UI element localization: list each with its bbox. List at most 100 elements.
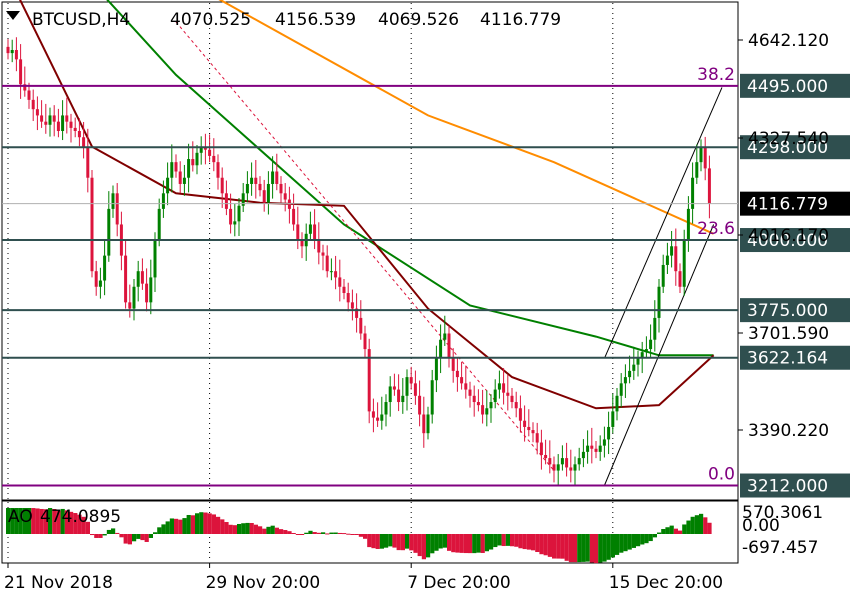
ao-bar bbox=[77, 514, 82, 534]
ao-bar bbox=[224, 522, 229, 534]
ao-bar bbox=[472, 534, 477, 554]
ao-bar bbox=[165, 521, 170, 534]
candle-body bbox=[325, 255, 329, 272]
candle-body bbox=[476, 402, 480, 406]
ohlc-low: 4069.526 bbox=[378, 10, 459, 30]
ao-bar bbox=[52, 509, 57, 534]
ao-bar bbox=[564, 534, 569, 561]
ao-bar bbox=[606, 534, 611, 560]
ao-bar bbox=[694, 515, 699, 534]
ao-bar bbox=[589, 534, 594, 563]
candle-body bbox=[65, 115, 69, 122]
candle-body bbox=[418, 395, 422, 415]
ao-bar bbox=[316, 532, 321, 534]
ao-bar bbox=[468, 534, 473, 554]
candle-body bbox=[581, 451, 585, 459]
ao-bar bbox=[283, 530, 288, 534]
time-axis-label: 15 Dec 20:00 bbox=[609, 573, 723, 593]
ao-bar bbox=[169, 518, 174, 534]
ao-bar bbox=[619, 534, 624, 553]
ao-bar bbox=[367, 534, 372, 548]
candle-body bbox=[611, 411, 615, 427]
candle-body bbox=[254, 177, 258, 184]
candle-body bbox=[686, 208, 690, 241]
level-price-box bbox=[740, 345, 850, 370]
candle-body bbox=[212, 155, 216, 163]
ao-bar bbox=[329, 532, 334, 534]
ao-bar bbox=[27, 508, 32, 534]
ao-bar bbox=[522, 534, 527, 550]
ao-name: AO bbox=[8, 507, 33, 527]
time-axis-label: 7 Dec 20:00 bbox=[407, 573, 511, 593]
level-price-box bbox=[740, 73, 850, 98]
candle-body bbox=[170, 162, 174, 178]
ao-bar bbox=[497, 534, 502, 546]
candle-body bbox=[82, 137, 86, 147]
candle-body bbox=[380, 414, 384, 421]
ao-bar bbox=[707, 522, 712, 534]
ao-bar bbox=[56, 510, 61, 534]
candle-body bbox=[86, 146, 90, 178]
ao-bar bbox=[157, 527, 162, 534]
ohlc-open: 4070.525 bbox=[170, 10, 251, 30]
ao-bar bbox=[426, 534, 431, 558]
ao-bar bbox=[447, 534, 452, 551]
candle-body bbox=[271, 171, 275, 184]
ao-bar bbox=[581, 534, 586, 562]
candle-body bbox=[237, 205, 241, 222]
ao-bar bbox=[392, 534, 397, 548]
candle-body bbox=[468, 389, 472, 396]
candle-body bbox=[426, 414, 430, 434]
ao-bar bbox=[220, 519, 225, 534]
ao-bar bbox=[657, 532, 662, 534]
level-price-label: 4495.000 bbox=[747, 77, 828, 97]
candle-body bbox=[661, 264, 665, 287]
price-axis-label: 3701.590 bbox=[748, 324, 829, 344]
candle-body bbox=[472, 395, 476, 403]
candle-body bbox=[124, 255, 128, 303]
ao-bar bbox=[249, 522, 254, 534]
candle-body bbox=[52, 115, 56, 122]
ao-bar bbox=[14, 508, 19, 534]
ao-bar bbox=[211, 514, 216, 534]
dropdown-triangle-icon[interactable] bbox=[6, 11, 20, 20]
candle-body bbox=[371, 411, 375, 418]
candle-body bbox=[707, 168, 711, 204]
ao-bar bbox=[455, 534, 460, 553]
ohlc-high: 4156.539 bbox=[275, 10, 356, 30]
sma-orange-line bbox=[218, 0, 715, 235]
level-price-label: 3622.164 bbox=[747, 349, 828, 369]
candle-body bbox=[107, 208, 111, 256]
candle-body bbox=[233, 221, 237, 225]
candle-body bbox=[216, 162, 220, 178]
ao-axis-label: 0.00 bbox=[742, 516, 780, 536]
ao-bar bbox=[493, 534, 498, 548]
ao-bar bbox=[690, 516, 695, 534]
ao-bar bbox=[556, 534, 561, 559]
ao-bar bbox=[241, 523, 246, 534]
fibonacci-labels: 38.2 23.6 0.0 bbox=[697, 65, 735, 485]
level-price-label: 4000.000 bbox=[747, 231, 828, 251]
candle-body bbox=[422, 414, 426, 434]
ao-bar bbox=[665, 527, 670, 534]
candle-body bbox=[443, 333, 447, 340]
time-axis-label: 29 Nov 20:00 bbox=[206, 573, 321, 593]
candle-body bbox=[115, 193, 119, 225]
level-price-box bbox=[740, 135, 850, 160]
candle-body bbox=[447, 333, 451, 359]
ao-bar bbox=[199, 512, 204, 534]
candle-body bbox=[649, 339, 653, 350]
candle-body bbox=[413, 383, 417, 396]
ao-bar bbox=[673, 528, 678, 534]
ao-bar bbox=[703, 517, 708, 534]
ao-bar bbox=[136, 534, 141, 539]
candle-body bbox=[355, 308, 359, 318]
fib-level-label: 38.2 bbox=[697, 65, 735, 85]
candle-body bbox=[111, 193, 115, 209]
candle-body bbox=[363, 333, 367, 350]
candle-body bbox=[552, 464, 556, 471]
ao-bar bbox=[543, 534, 548, 556]
ao-bar bbox=[60, 508, 65, 534]
candle-body bbox=[493, 389, 497, 403]
